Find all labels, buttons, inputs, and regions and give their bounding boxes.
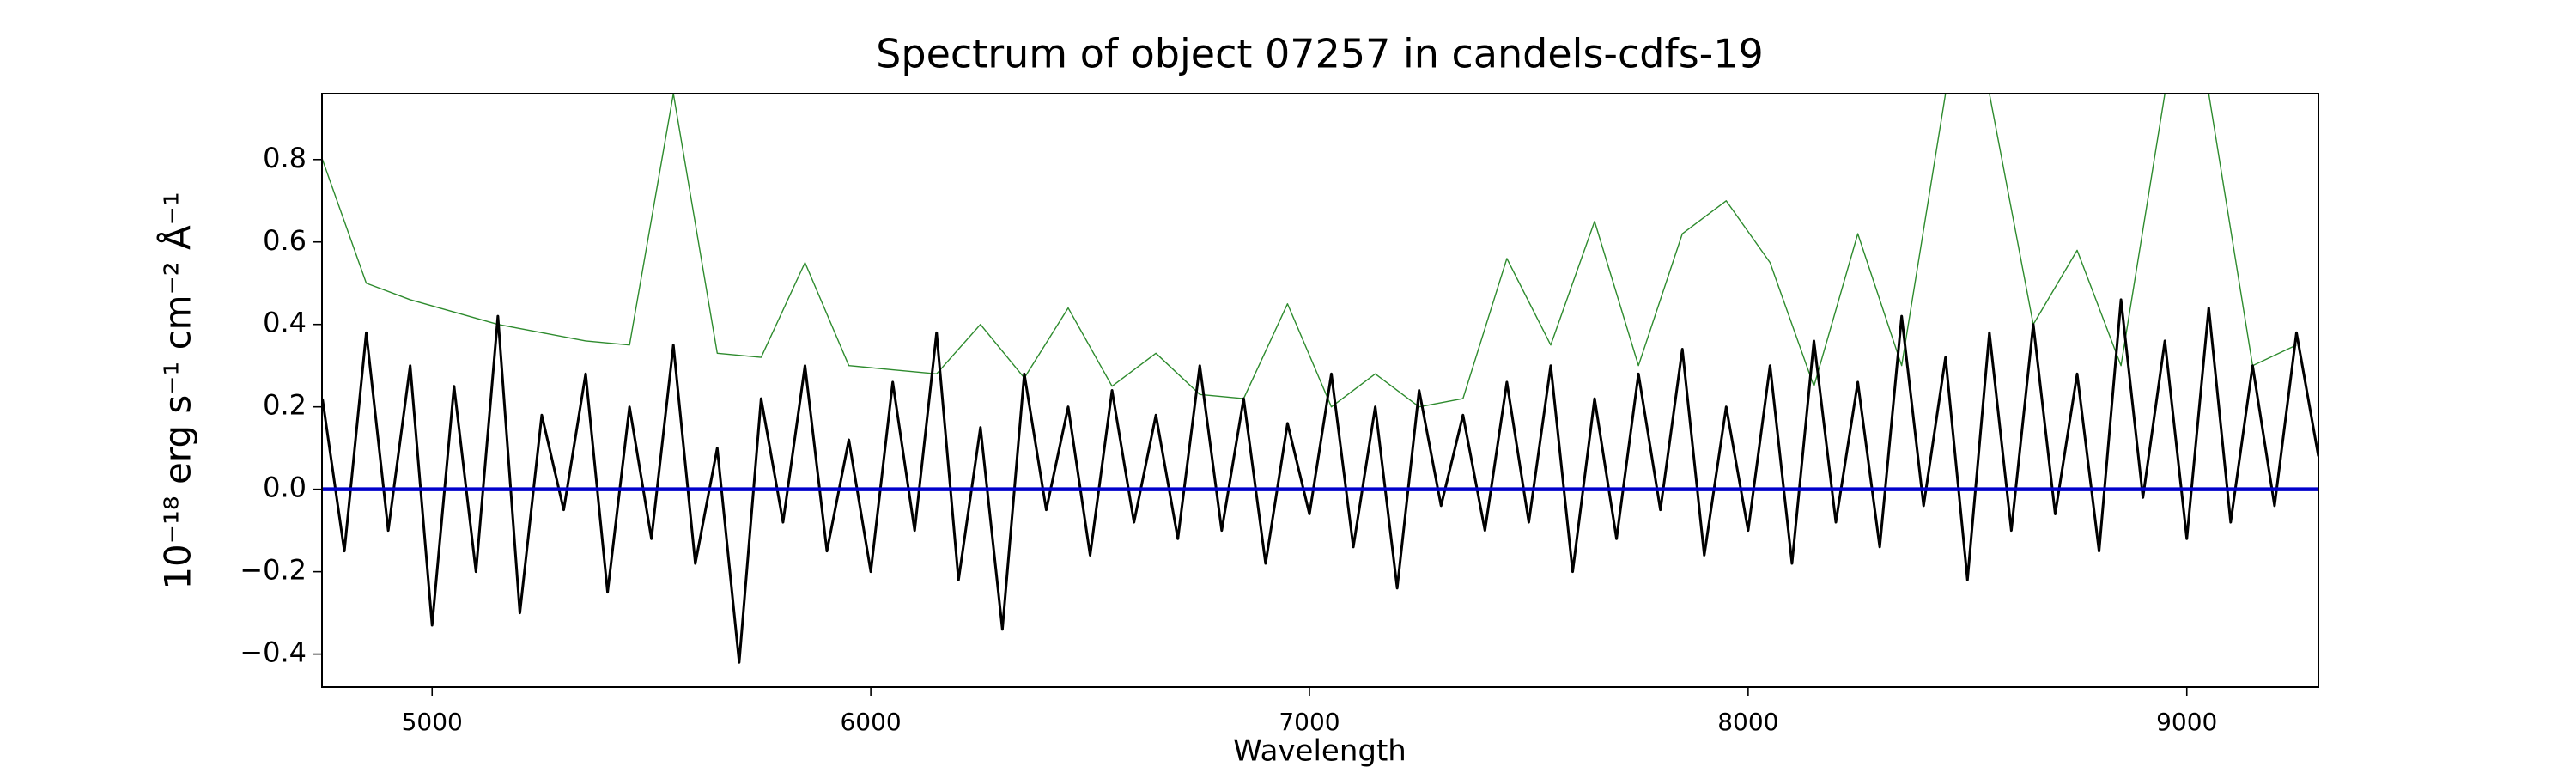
y-axis-label: 10⁻¹⁸ erg s⁻¹ cm⁻² Å⁻¹ xyxy=(156,192,199,589)
y-tick-label: 0.6 xyxy=(263,224,307,257)
plot-area xyxy=(322,94,2318,664)
spectrum-line xyxy=(322,298,2318,664)
y-tick-label: 0.2 xyxy=(263,389,307,422)
y-tick-label: 0.0 xyxy=(263,472,307,504)
plot-frame xyxy=(321,93,2319,688)
x-tick-label: 8000 xyxy=(1717,708,1778,736)
x-tick-label: 6000 xyxy=(840,708,901,736)
x-tick-label: 9000 xyxy=(2156,708,2217,736)
x-tick-label: 7000 xyxy=(1279,708,1340,736)
x-axis-label: Wavelength xyxy=(1233,734,1406,769)
chart-title: Spectrum of object 07257 in candels-cdfs… xyxy=(876,31,1764,77)
x-tick-label: 5000 xyxy=(402,708,463,736)
y-tick-label: −0.4 xyxy=(240,636,307,669)
y-tick-label: 0.4 xyxy=(263,307,307,339)
spectrum-line xyxy=(322,94,2297,408)
y-tick-label: 0.8 xyxy=(263,142,307,174)
y-tick-label: −0.2 xyxy=(240,554,307,587)
